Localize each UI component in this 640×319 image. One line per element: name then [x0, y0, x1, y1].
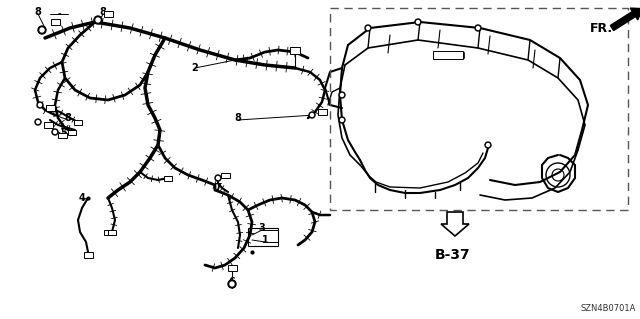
- Bar: [104, 11, 113, 17]
- Circle shape: [35, 119, 41, 125]
- Bar: [45, 105, 54, 111]
- Circle shape: [477, 26, 479, 29]
- Circle shape: [486, 144, 490, 146]
- Bar: [330, 8, 628, 210]
- Circle shape: [96, 18, 100, 22]
- Text: 7: 7: [214, 183, 221, 193]
- Circle shape: [228, 280, 236, 288]
- Circle shape: [38, 103, 42, 107]
- Bar: [44, 122, 52, 128]
- Circle shape: [54, 130, 56, 133]
- Bar: [68, 130, 76, 135]
- Circle shape: [38, 26, 46, 34]
- Text: 5: 5: [61, 128, 67, 138]
- Text: 8: 8: [100, 7, 106, 17]
- Text: 4: 4: [79, 193, 85, 203]
- Text: -: -: [57, 8, 61, 18]
- Bar: [108, 229, 116, 234]
- Text: FR.: FR.: [590, 21, 613, 34]
- Text: 6: 6: [228, 277, 236, 287]
- Circle shape: [37, 102, 43, 108]
- Circle shape: [310, 114, 314, 116]
- Circle shape: [216, 176, 220, 180]
- Circle shape: [40, 28, 44, 32]
- Text: 2: 2: [191, 63, 198, 73]
- Text: 8: 8: [35, 7, 42, 17]
- Bar: [221, 173, 230, 177]
- Bar: [58, 132, 67, 137]
- Polygon shape: [441, 212, 469, 236]
- Bar: [51, 19, 60, 25]
- Circle shape: [230, 282, 234, 286]
- Bar: [317, 109, 326, 115]
- Circle shape: [309, 112, 315, 118]
- Circle shape: [36, 121, 40, 123]
- Bar: [290, 47, 300, 54]
- Circle shape: [415, 19, 421, 25]
- Circle shape: [52, 129, 58, 135]
- Bar: [74, 120, 82, 124]
- Circle shape: [365, 25, 371, 31]
- Circle shape: [417, 20, 419, 24]
- Circle shape: [340, 93, 344, 97]
- FancyArrow shape: [611, 8, 640, 31]
- Circle shape: [485, 142, 491, 148]
- Bar: [164, 175, 172, 181]
- Bar: [104, 229, 112, 234]
- Circle shape: [94, 16, 102, 24]
- Text: 8: 8: [65, 113, 72, 123]
- Text: 1: 1: [262, 235, 268, 245]
- Bar: [433, 51, 463, 59]
- Bar: [83, 252, 93, 258]
- Text: 8: 8: [235, 113, 241, 123]
- Circle shape: [339, 117, 345, 123]
- Bar: [248, 228, 278, 246]
- Circle shape: [475, 25, 481, 31]
- Text: SZN4B0701A: SZN4B0701A: [580, 304, 636, 313]
- Bar: [227, 265, 237, 271]
- Circle shape: [367, 26, 369, 29]
- Circle shape: [340, 118, 344, 122]
- Text: B-37: B-37: [435, 248, 471, 262]
- Text: 3: 3: [259, 223, 266, 233]
- Circle shape: [339, 92, 345, 98]
- Circle shape: [215, 175, 221, 181]
